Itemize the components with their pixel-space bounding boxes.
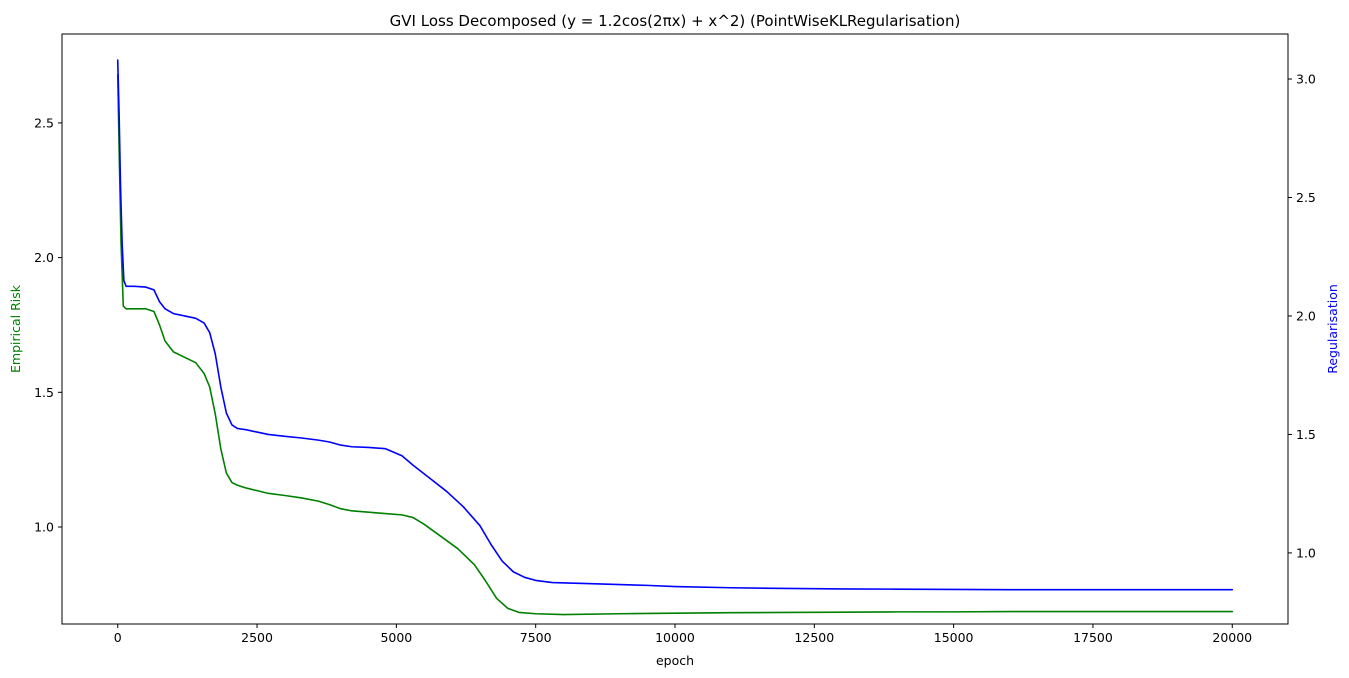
right-y-axis-label: Regularisation — [1325, 284, 1340, 374]
x-axis-ticks: 0 2500 5000 7500 10000 12500 15000 17500 20000 — [114, 624, 1252, 645]
x-tick-label: 5000 — [380, 630, 412, 645]
left-y-tick-label: 1.5 — [34, 385, 54, 400]
x-axis-label: epoch — [656, 653, 694, 668]
regularisation-line — [116, 59, 1234, 591]
empirical-risk-line — [116, 73, 1234, 616]
left-y-axis-label: Empirical Risk — [8, 284, 23, 373]
plot-area — [62, 34, 1288, 624]
right-y-tick-label: 2.0 — [1296, 308, 1316, 323]
right-y-tick-label: 1.0 — [1296, 545, 1316, 560]
right-y-tick-label: 3.0 — [1296, 72, 1316, 87]
x-tick-label: 0 — [114, 630, 122, 645]
left-y-tick-label: 2.5 — [34, 115, 54, 130]
right-y-tick-label: 1.5 — [1296, 427, 1316, 442]
left-y-tick-label: 2.0 — [34, 250, 54, 265]
series-layer — [116, 59, 1234, 616]
x-tick-label: 7500 — [520, 630, 552, 645]
chart-title: GVI Loss Decomposed (y = 1.2cos(2πx) + x… — [390, 12, 961, 30]
x-tick-label: 2500 — [241, 630, 273, 645]
x-tick-label: 12500 — [794, 630, 834, 645]
x-tick-label: 10000 — [655, 630, 695, 645]
x-tick-label: 20000 — [1212, 630, 1252, 645]
x-tick-label: 15000 — [934, 630, 974, 645]
x-tick-label: 17500 — [1073, 630, 1113, 645]
left-y-tick-label: 1.0 — [34, 520, 54, 535]
right-y-tick-label: 2.5 — [1296, 190, 1316, 205]
right-y-axis-ticks: 1.0 1.5 2.0 2.5 3.0 — [1288, 72, 1316, 560]
left-y-axis-ticks: 1.0 1.5 2.0 2.5 — [34, 115, 62, 535]
